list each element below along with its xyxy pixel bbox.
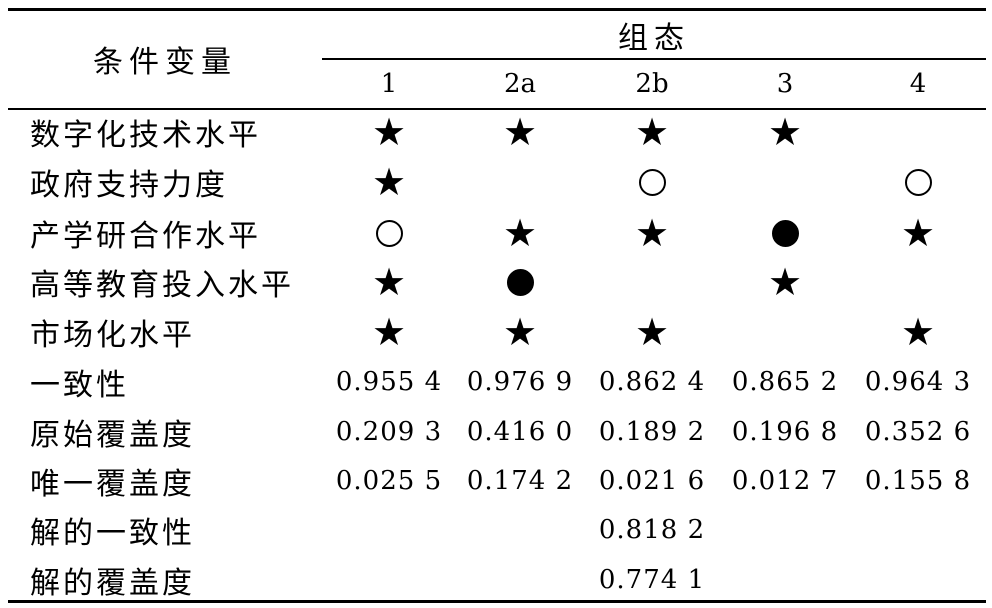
- metric-value: 0.352 6: [864, 417, 972, 447]
- core-condition-present-icon: ★: [767, 260, 803, 304]
- metric-value: 0.174 2: [466, 466, 574, 496]
- core-condition-present-icon: ★: [502, 310, 538, 354]
- metric-row-label: 一致性: [30, 368, 129, 403]
- metric-row-label: 唯一覆盖度: [30, 467, 195, 502]
- core-condition-present-icon: ★: [371, 310, 407, 354]
- config-cell: ★: [457, 108, 583, 156]
- condition-absent-icon: [904, 168, 932, 196]
- condition-row-label: 政府支持力度: [30, 168, 228, 203]
- core-condition-present-icon: ★: [634, 310, 670, 354]
- config-cell: [457, 258, 583, 306]
- condition-row-label: 产学研合作水平: [30, 219, 261, 254]
- config-cell: [855, 158, 981, 206]
- config-cell: [326, 209, 452, 257]
- metric-value: 0.865 2: [731, 367, 839, 397]
- config-cell: ★: [326, 308, 452, 356]
- metric-value: 0.416 0: [466, 417, 574, 447]
- config-cell: ★: [326, 258, 452, 306]
- peripheral-condition-present-icon: [771, 219, 799, 247]
- bottom-rule: [8, 600, 986, 603]
- config-cell: ★: [326, 108, 452, 156]
- core-condition-present-icon: ★: [502, 211, 538, 255]
- config-column-header: 2a: [503, 69, 537, 99]
- core-condition-present-icon: ★: [371, 260, 407, 304]
- core-condition-present-icon: ★: [634, 211, 670, 255]
- top-rule: [8, 8, 986, 11]
- config-cell: ★: [722, 108, 848, 156]
- config-column-header: 1: [380, 69, 398, 99]
- metric-value: 0.189 2: [598, 417, 706, 447]
- config-column-header: 3: [776, 69, 794, 99]
- config-cell: ★: [722, 258, 848, 306]
- condition-absent-icon: [375, 219, 403, 247]
- header-bottom-rule: [8, 108, 986, 110]
- core-condition-present-icon: ★: [371, 110, 407, 154]
- metric-value: 0.862 4: [598, 367, 706, 397]
- condition-row-label: 市场化水平: [30, 318, 195, 353]
- solution-value: 0.818 2: [598, 515, 706, 545]
- metric-row-label: 原始覆盖度: [30, 418, 195, 453]
- condition-variable-header: 条件变量: [93, 45, 237, 80]
- core-condition-present-icon: ★: [900, 310, 936, 354]
- metric-value: 0.012 7: [731, 466, 839, 496]
- config-cell: [589, 158, 715, 206]
- config-cell: [722, 209, 848, 257]
- solution-row-label: 解的覆盖度: [30, 566, 195, 601]
- config-cell: ★: [855, 209, 981, 257]
- config-cell: ★: [589, 308, 715, 356]
- metric-value: 0.025 5: [335, 466, 443, 496]
- metric-value: 0.976 9: [466, 367, 574, 397]
- peripheral-condition-present-icon: [506, 268, 534, 296]
- config-column-header: 4: [909, 69, 927, 99]
- solution-value: 0.774 1: [598, 565, 706, 595]
- config-cell: ★: [855, 308, 981, 356]
- metric-value: 0.196 8: [731, 417, 839, 447]
- solution-row-label: 解的一致性: [30, 516, 195, 551]
- group-rule: [322, 58, 986, 60]
- core-condition-present-icon: ★: [767, 110, 803, 154]
- config-cell: ★: [589, 108, 715, 156]
- metric-value: 0.209 3: [335, 417, 443, 447]
- config-cell: ★: [457, 209, 583, 257]
- config-cell: ★: [457, 308, 583, 356]
- configuration-group-header: 组态: [618, 21, 690, 56]
- core-condition-present-icon: ★: [900, 211, 936, 255]
- metric-value: 0.964 3: [864, 367, 972, 397]
- metric-value: 0.955 4: [335, 367, 443, 397]
- condition-absent-icon: [638, 168, 666, 196]
- core-condition-present-icon: ★: [371, 160, 407, 204]
- config-column-header: 2b: [635, 69, 669, 99]
- core-condition-present-icon: ★: [502, 110, 538, 154]
- config-cell: ★: [326, 158, 452, 206]
- metric-value: 0.021 6: [598, 466, 706, 496]
- metric-value: 0.155 8: [864, 466, 972, 496]
- condition-row-label: 高等教育投入水平: [30, 268, 294, 303]
- config-cell: ★: [589, 209, 715, 257]
- condition-row-label: 数字化技术水平: [30, 118, 261, 153]
- core-condition-present-icon: ★: [634, 110, 670, 154]
